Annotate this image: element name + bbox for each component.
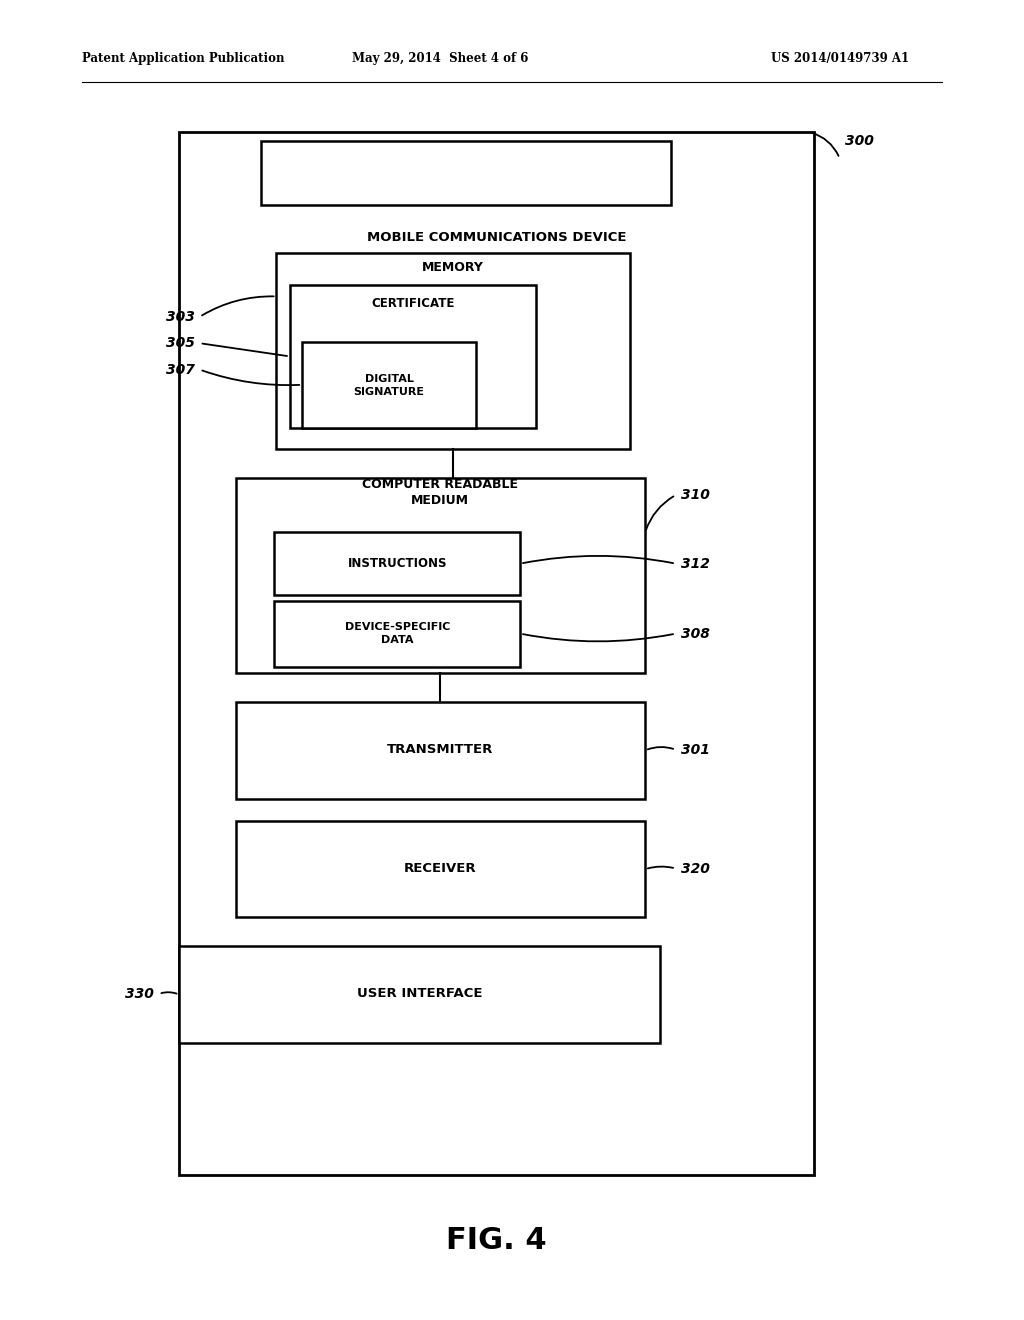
- Bar: [290, 285, 536, 428]
- Bar: [236, 702, 645, 799]
- Text: 300: 300: [845, 133, 873, 148]
- Text: Patent Application Publication: Patent Application Publication: [82, 51, 285, 65]
- Text: INSTRUCTIONS: INSTRUCTIONS: [347, 557, 447, 570]
- Text: May 29, 2014  Sheet 4 of 6: May 29, 2014 Sheet 4 of 6: [352, 51, 528, 65]
- Bar: [236, 478, 645, 673]
- Text: DEVICE-SPECIFIC
DATA: DEVICE-SPECIFIC DATA: [345, 623, 450, 644]
- Text: TRANSMITTER: TRANSMITTER: [387, 743, 494, 756]
- Text: RECEIVER: RECEIVER: [404, 862, 476, 875]
- Bar: [302, 342, 476, 428]
- Text: MEMORY: MEMORY: [422, 261, 483, 275]
- Text: 320: 320: [681, 862, 710, 875]
- Bar: [236, 821, 645, 917]
- Bar: [274, 601, 520, 667]
- Text: 307: 307: [166, 363, 195, 376]
- Text: 310: 310: [681, 488, 710, 502]
- Text: 305: 305: [166, 337, 195, 350]
- Bar: [179, 132, 814, 1175]
- Bar: [274, 532, 520, 595]
- Text: 308: 308: [681, 627, 710, 640]
- Text: DIGITAL
SIGNATURE: DIGITAL SIGNATURE: [353, 375, 425, 396]
- Text: USER INTERFACE: USER INTERFACE: [357, 987, 482, 1001]
- Text: MOBILE COMMUNICATIONS DEVICE: MOBILE COMMUNICATIONS DEVICE: [367, 231, 627, 244]
- Text: COMPUTER READABLE
MEDIUM: COMPUTER READABLE MEDIUM: [362, 478, 518, 507]
- Bar: [261, 141, 671, 205]
- Text: CERTIFICATE: CERTIFICATE: [371, 297, 455, 310]
- Text: US 2014/0149739 A1: US 2014/0149739 A1: [771, 51, 908, 65]
- Text: 312: 312: [681, 557, 710, 570]
- Bar: [276, 253, 630, 449]
- Bar: [179, 946, 660, 1043]
- Text: 303: 303: [166, 310, 195, 323]
- Text: 301: 301: [681, 743, 710, 756]
- Text: 330: 330: [125, 987, 154, 1001]
- Text: FIG. 4: FIG. 4: [446, 1226, 547, 1255]
